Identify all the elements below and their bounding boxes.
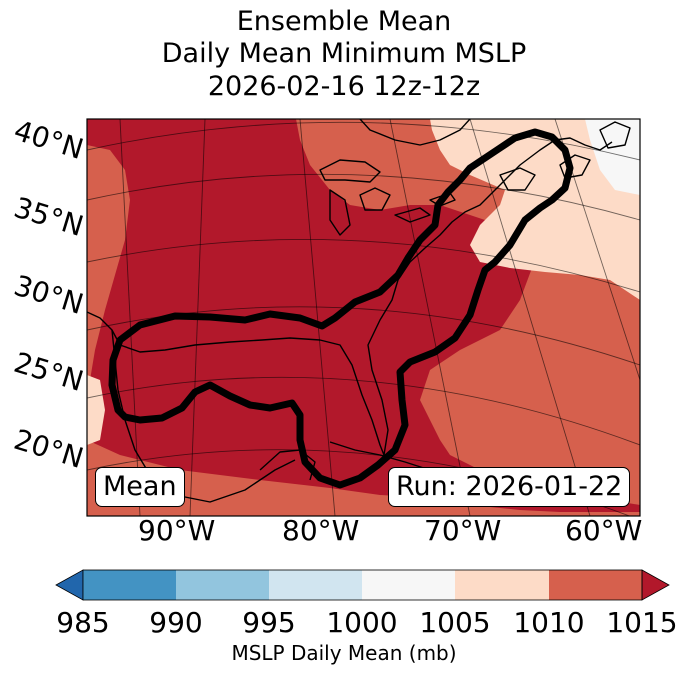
- colorbar-tick-995: 995: [242, 606, 296, 639]
- colorbar-under-extend: [55, 569, 84, 601]
- graticule: [87, 119, 640, 516]
- colorbar-seg-995: [269, 570, 362, 600]
- colorbar-label: MSLP Daily Mean (mb): [231, 641, 457, 665]
- map-title-line2: Daily Mean Minimum MSLP: [161, 38, 527, 69]
- mean-label-box: Mean: [95, 467, 185, 507]
- pressure-field-1005-w: [87, 375, 105, 445]
- colorbar-seg-985: [83, 570, 176, 600]
- colorbar-tick-1000: 1000: [326, 606, 398, 639]
- mslp-contour-outline: [108, 128, 574, 489]
- colorbar-seg-1000: [362, 570, 455, 600]
- lon-label-90w: 90°W: [138, 514, 216, 547]
- pressure-field-1000: [585, 119, 640, 195]
- colorbar-tick-1005: 1005: [419, 606, 491, 639]
- colorbar-over-extend: [641, 569, 670, 601]
- colorbar-tick-985: 985: [56, 606, 110, 639]
- map-title-line1: Ensemble Mean: [236, 6, 452, 37]
- pressure-field-1010-w: [87, 145, 130, 380]
- map-title-line3: 2026-02-16 12z-12z: [207, 71, 481, 102]
- lon-label-60w: 60°W: [565, 514, 643, 547]
- lon-label-80w: 80°W: [282, 514, 360, 547]
- colorbar-tick-1015: 1015: [606, 606, 678, 639]
- colorbar-seg-1010: [549, 570, 642, 600]
- colorbar-seg-990: [176, 570, 269, 600]
- lon-label-70w: 70°W: [424, 514, 502, 547]
- colorbar-tick-990: 990: [149, 606, 203, 639]
- colorbar-seg-1005: [455, 570, 549, 600]
- colorbar-tick-1010: 1010: [513, 606, 585, 639]
- run-date-box: Run: 2026-01-22: [388, 467, 631, 507]
